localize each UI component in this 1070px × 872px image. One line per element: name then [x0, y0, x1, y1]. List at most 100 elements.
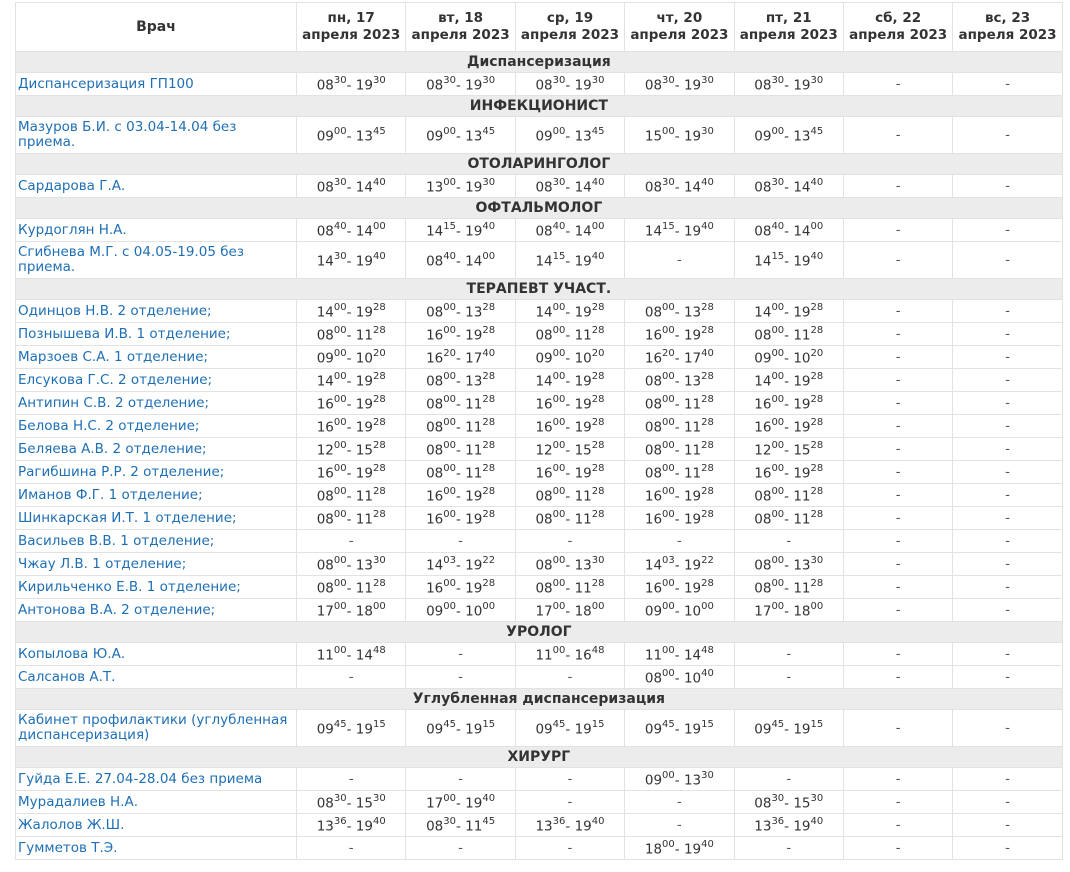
time-slot: 0830- 1440	[514, 174, 626, 198]
time-slot: -	[405, 529, 516, 553]
time-slot: 0800- 1328	[624, 368, 735, 392]
time-slot: -	[842, 642, 954, 666]
time-slot: -	[842, 345, 954, 369]
doctor-link[interactable]: Познышева И.В. 1 отделение;	[15, 322, 297, 346]
doctor-link[interactable]: Мазуров Б.И. с 03.04-14.04 без приема.	[15, 116, 297, 154]
time-slot: -	[952, 391, 1063, 415]
time-slot: -	[405, 665, 516, 689]
time-slot: 0830- 1145	[405, 813, 516, 837]
time-slot: -	[842, 529, 954, 553]
time-slot: -	[842, 299, 954, 323]
time-slot: 1600- 1928	[405, 506, 516, 530]
time-slot: -	[952, 790, 1063, 814]
time-slot: -	[842, 836, 954, 860]
doctor-link[interactable]: Гумметов Т.Э.	[15, 836, 297, 860]
doctor-link[interactable]: Елсукова Г.С. 2 отделение;	[15, 368, 297, 392]
doctor-link[interactable]: Салсанов А.Т.	[15, 665, 297, 689]
doctor-link[interactable]: Васильев В.В. 1 отделение;	[15, 529, 297, 553]
doctor-link[interactable]: Курдоглян Н.А.	[15, 218, 297, 242]
time-slot: -	[952, 483, 1063, 507]
header-day: ср, 19 апреля 2023	[514, 2, 626, 52]
time-slot: 0800- 1128	[624, 391, 735, 415]
doctor-link[interactable]: Антонова В.А. 2 отделение;	[15, 598, 297, 622]
time-slot: -	[624, 790, 735, 814]
doctor-link[interactable]: Рагибшина Р.Р. 2 отделение;	[15, 460, 297, 484]
section-title: Диспансеризация	[15, 51, 1063, 73]
time-slot: 0800- 1328	[405, 368, 516, 392]
table-row: Сгибнева М.Г. с 04.05-19.05 без приема. 1…	[15, 241, 1063, 279]
table-row: Мазуров Б.И. с 03.04-14.04 без приема. 09…	[15, 116, 1063, 154]
time-slot: 0800- 1128	[405, 460, 516, 484]
doctor-link[interactable]: Антипин С.В. 2 отделение;	[15, 391, 297, 415]
section-title: ОТОЛАРИНГОЛОГ	[15, 153, 1063, 175]
time-slot: -	[952, 460, 1063, 484]
doctor-link[interactable]: Гуйда Е.Е. 27.04-28.04 без приема	[15, 767, 297, 791]
time-slot: -	[952, 575, 1063, 599]
time-slot: 1415- 1940	[624, 218, 735, 242]
doctor-link[interactable]: Кирильченко Е.В. 1 отделение;	[15, 575, 297, 599]
doctor-link[interactable]: Сардарова Г.А.	[15, 174, 297, 198]
time-slot: -	[842, 391, 954, 415]
doctor-link[interactable]: Беляева А.В. 2 отделение;	[15, 437, 297, 461]
time-slot: -	[405, 767, 516, 791]
table-row: Одинцов Н.В. 2 отделение; 1400- 1928 0800-…	[15, 299, 1063, 323]
table-row: Беляева А.В. 2 отделение; 1200- 1528 0800-…	[15, 437, 1063, 461]
section-title: ТЕРАПЕВТ УЧАСТ.	[15, 278, 1063, 300]
doctor-link[interactable]: Копылова Ю.А.	[15, 642, 297, 666]
time-slot: -	[952, 529, 1063, 553]
table-row: Антонова В.А. 2 отделение; 1700- 1800 0900…	[15, 598, 1063, 622]
doctor-link[interactable]: Белова Н.С. 2 отделение;	[15, 414, 297, 438]
doctor-link[interactable]: Чжау Л.В. 1 отделение;	[15, 552, 297, 576]
time-slot: 0900- 1330	[624, 767, 735, 791]
time-slot: -	[842, 790, 954, 814]
doctor-link[interactable]: Одинцов Н.В. 2 отделение;	[15, 299, 297, 323]
doctor-link[interactable]: Шинкарская И.Т. 1 отделение;	[15, 506, 297, 530]
time-slot: 1200- 1528	[733, 437, 844, 461]
time-slot: 1700- 1800	[514, 598, 626, 622]
table-row: Познышева И.В. 1 отделение; 0800- 1128 160…	[15, 322, 1063, 346]
time-slot: 0800- 1128	[733, 483, 844, 507]
section-header: ОФТАЛЬМОЛОГ	[15, 197, 1063, 219]
time-slot: 0840- 1400	[405, 241, 516, 279]
section-header: ОТОЛАРИНГОЛОГ	[15, 153, 1063, 175]
time-slot: 0800- 1128	[405, 414, 516, 438]
time-slot: 0840- 1400	[733, 218, 844, 242]
time-slot: 0945- 1915	[514, 709, 626, 747]
doctor-link[interactable]: Сгибнева М.Г. с 04.05-19.05 без приема.	[15, 241, 297, 279]
doctor-link[interactable]: Кабинет профилактики (углубленная диспан…	[15, 709, 297, 747]
schedule-container: Врач пн, 17 апреля 2023 вт, 18 апреля 2023…	[15, 2, 1063, 860]
time-slot: 1415- 1940	[733, 241, 844, 279]
doctor-link[interactable]: Марзоев С.А. 1 отделение;	[15, 345, 297, 369]
table-row: Чжау Л.В. 1 отделение; 0800- 1330 1403- 19…	[15, 552, 1063, 576]
time-slot: 1400- 1928	[514, 368, 626, 392]
doctor-link[interactable]: Диспансеризация ГП100	[15, 72, 297, 96]
time-slot: 1600- 1928	[624, 506, 735, 530]
time-slot: 0945- 1915	[295, 709, 407, 747]
section-header: ИНФЕКЦИОНИСТ	[15, 95, 1063, 117]
table-row: Антипин С.В. 2 отделение; 1600- 1928 0800-…	[15, 391, 1063, 415]
time-slot: 0800- 1128	[514, 575, 626, 599]
time-slot: 1200- 1528	[514, 437, 626, 461]
time-slot: 0900- 1000	[405, 598, 516, 622]
time-slot: 1415- 1940	[405, 218, 516, 242]
time-slot: 0830- 1930	[514, 72, 626, 96]
table-row: Кирильченко Е.В. 1 отделение; 0800- 1128 1…	[15, 575, 1063, 599]
doctor-link[interactable]: Мурадалиев Н.А.	[15, 790, 297, 814]
time-slot: -	[952, 506, 1063, 530]
section-title: УРОЛОГ	[15, 621, 1063, 643]
time-slot: -	[842, 598, 954, 622]
section-header: ХИРУРГ	[15, 746, 1063, 768]
time-slot: 0830- 1530	[295, 790, 407, 814]
doctor-link[interactable]: Жалолов Ж.Ш.	[15, 813, 297, 837]
time-slot: -	[295, 529, 407, 553]
doctor-link[interactable]: Иманов Ф.Г. 1 отделение;	[15, 483, 297, 507]
time-slot: 1400- 1928	[295, 299, 407, 323]
time-slot: -	[952, 368, 1063, 392]
time-slot: -	[952, 72, 1063, 96]
time-slot: 1600- 1928	[624, 322, 735, 346]
table-row: Марзоев С.А. 1 отделение; 0900- 1020 1620-…	[15, 345, 1063, 369]
time-slot: 0900- 1345	[733, 116, 844, 154]
time-slot: 1620- 1740	[624, 345, 735, 369]
table-row: Иманов Ф.Г. 1 отделение; 0800- 1128 1600- …	[15, 483, 1063, 507]
header-day: чт, 20 апреля 2023	[624, 2, 735, 52]
